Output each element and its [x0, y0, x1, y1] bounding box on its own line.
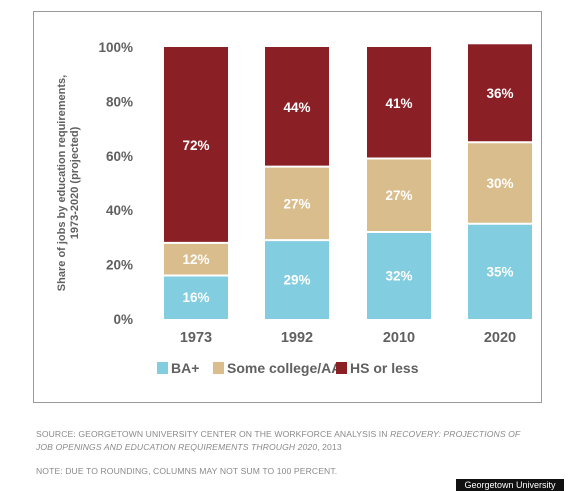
- x-tick-label: 1973: [180, 330, 212, 346]
- source-text: SOURCE: GEORGETOWN UNIVERSITY CENTER ON …: [36, 428, 556, 454]
- bar-segment-1992-2: [265, 47, 329, 167]
- y-tick-label: 0%: [113, 312, 133, 327]
- source-title-part1: RECOVERY: PROJECTIONS OF: [390, 429, 521, 439]
- legend-label: Some college/AA: [227, 360, 341, 376]
- y-tick-label: 80%: [106, 94, 133, 109]
- bar-segment-2010-0: [367, 231, 431, 319]
- y-tick-labels: 0% 20% 40% 60% 80% 100%: [98, 40, 133, 327]
- bar-segment-1973-0: [164, 275, 228, 319]
- source-prefix: SOURCE: GEORGETOWN UNIVERSITY CENTER ON …: [36, 429, 391, 439]
- bar-value-label: 16%: [182, 290, 209, 305]
- y-tick-label: 100%: [98, 40, 133, 55]
- x-tick-labels: 1973 1992 2010 2020: [180, 330, 516, 346]
- legend-swatch: [157, 362, 168, 374]
- bar-value-label: 12%: [182, 252, 209, 267]
- bar-value-label: 44%: [283, 100, 310, 115]
- source-suffix: , 2013: [317, 442, 342, 452]
- bar-segment-2010-1: [367, 158, 431, 232]
- y-axis-label: Share of jobs by education requirements,: [56, 75, 68, 291]
- y-tick-label: 40%: [106, 203, 133, 218]
- legend-swatch: [213, 362, 224, 374]
- bar-segment-1992-1: [265, 166, 329, 241]
- y-axis-label-group: Share of jobs by education requirements,…: [56, 75, 81, 291]
- legend: BA+ Some college/AA HS or less: [157, 360, 419, 376]
- bars: [164, 44, 532, 319]
- y-tick-label: 20%: [106, 258, 133, 273]
- bar-segment-1992-0: [265, 240, 329, 319]
- bar-segment-1973-2: [164, 47, 228, 243]
- x-tick-label: 1992: [281, 330, 313, 346]
- bar-value-label: 27%: [385, 188, 412, 203]
- bar-value-label: 30%: [486, 176, 513, 191]
- bar-segment-2010-2: [367, 47, 431, 159]
- legend-label: HS or less: [350, 360, 419, 376]
- bar-value-labels: 16% 12% 72% 29% 27% 44% 32% 27% 41% 35% 30% 36%: [182, 86, 513, 305]
- x-tick-label: 2020: [484, 330, 516, 346]
- bar-value-label: 29%: [283, 273, 310, 288]
- bar-value-label: 27%: [283, 196, 310, 211]
- bar-value-label: 72%: [182, 138, 209, 153]
- note-text: NOTE: DUE TO ROUNDING, COLUMNS MAY NOT S…: [36, 466, 338, 476]
- bar-segment-2020-2: [468, 44, 532, 143]
- legend-label: BA+: [171, 360, 199, 376]
- bar-segment-2020-0: [468, 223, 532, 319]
- y-axis-label: 1973-2020 (projected): [69, 126, 81, 239]
- bar-value-label: 41%: [385, 96, 412, 111]
- x-tick-label: 2010: [383, 330, 415, 346]
- bar-segment-1973-1: [164, 242, 228, 276]
- bar-value-label: 36%: [486, 86, 513, 101]
- legend-swatch: [336, 362, 347, 374]
- bar-segment-2020-1: [468, 142, 532, 224]
- y-tick-label: 60%: [106, 149, 133, 164]
- source-title-part2: JOB OPENINGS AND EDUCATION REQUIREMENTS …: [36, 442, 318, 452]
- credit-badge: Georgetown University: [456, 479, 564, 491]
- bar-value-label: 35%: [486, 264, 513, 279]
- bar-value-label: 32%: [385, 268, 412, 283]
